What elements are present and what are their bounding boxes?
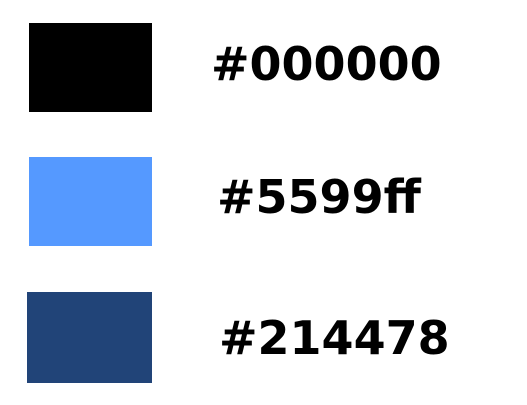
color-label-light-blue: #5599ff [217,170,421,224]
color-label-black: #000000 [211,37,442,91]
color-swatch-dark-blue [27,292,152,383]
color-swatch-black [29,23,152,112]
color-swatch-light-blue [29,157,152,246]
color-label-dark-blue: #214478 [219,311,450,365]
